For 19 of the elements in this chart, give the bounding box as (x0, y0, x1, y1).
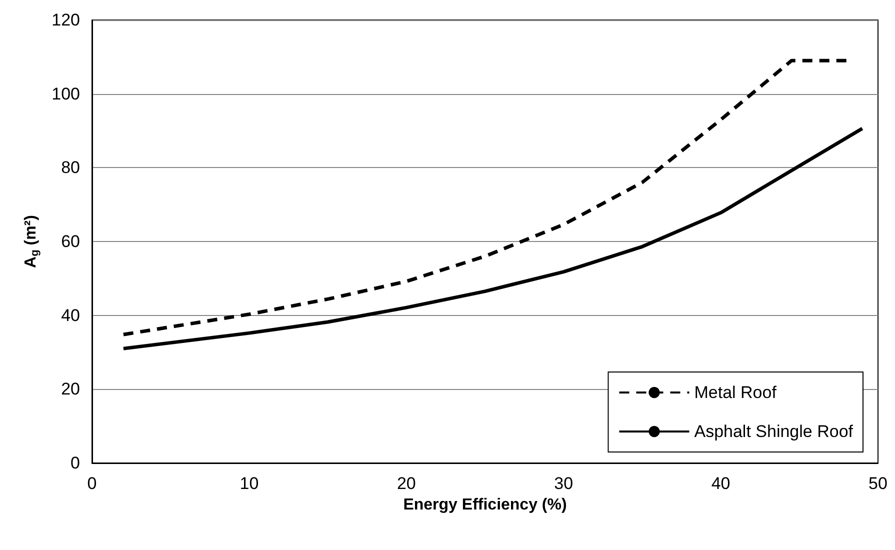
legend-label: Asphalt Shingle Roof (694, 422, 854, 441)
legend-label: Metal Roof (694, 383, 777, 402)
x-tick-label: 50 (868, 474, 888, 493)
x-tick-label: 10 (240, 474, 259, 493)
y-tick-label: 80 (61, 158, 80, 178)
line-series (122, 58, 848, 336)
x-tick-label: 40 (711, 474, 730, 493)
x-tick-label: 30 (554, 474, 574, 493)
y-tick-label: 40 (61, 306, 80, 325)
y-tick-label: 60 (61, 232, 80, 251)
y-tick-label: 0 (70, 454, 80, 472)
y-tick-label: 100 (52, 84, 80, 104)
x-axis-title: Energy Efficiency (%) (403, 496, 567, 514)
x-tick-label: 0 (87, 474, 97, 493)
y-tick-label: 120 (52, 10, 80, 30)
y-axis-title: Ag (m²) (22, 215, 42, 268)
y-tick-label: 20 (61, 380, 80, 399)
x-tick-label: 20 (396, 474, 416, 493)
line-series (122, 126, 864, 350)
